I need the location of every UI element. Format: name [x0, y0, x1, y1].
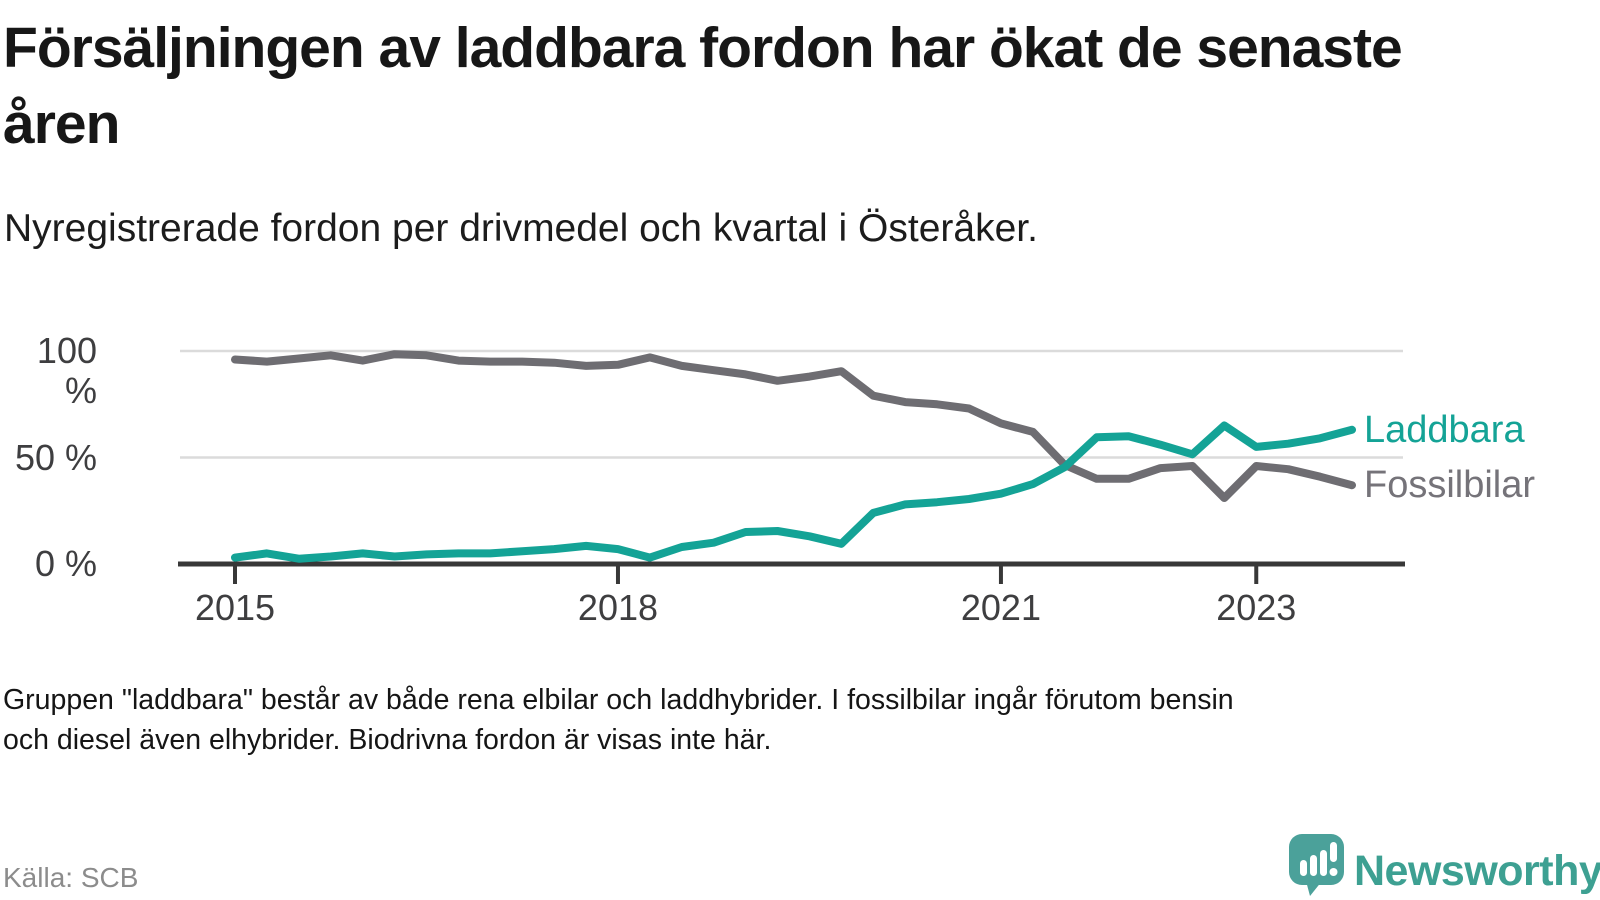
- series-line-laddbara: [231, 421, 1356, 563]
- chart-subtitle: Nyregistrerade fordon per drivmedel och …: [4, 207, 1038, 250]
- x-axis-label-2018: 2018: [577, 587, 659, 628]
- x-axis-label-2023: 2023: [1216, 587, 1297, 628]
- y-axis-label-100: 100 %: [36, 330, 97, 411]
- series-label-fossilbilar: Fossilbilar: [1364, 464, 1536, 507]
- series-label-laddbara: Laddbara: [1364, 408, 1525, 451]
- newsworthy-speech-bubble-chart-icon: [1289, 834, 1344, 896]
- footnote: Gruppen "laddbara" består av både rena e…: [3, 684, 1234, 756]
- x-axis-label-2021: 2021: [960, 587, 1041, 628]
- x-axis-label-2015: 2015: [194, 587, 276, 628]
- source-attribution: Källa: SCB: [3, 862, 139, 893]
- y-axis-label-0: 0 %: [34, 543, 97, 584]
- newsworthy-wordmark: Newsworthy: [1354, 847, 1600, 895]
- series-line-fossilbilar: [231, 350, 1356, 502]
- newsworthy-logo: Newsworthy: [1288, 833, 1600, 899]
- y-axis-label-50: 50 %: [14, 436, 97, 478]
- page-title: Försäljningen av laddbara fordon har öka…: [3, 16, 1403, 156]
